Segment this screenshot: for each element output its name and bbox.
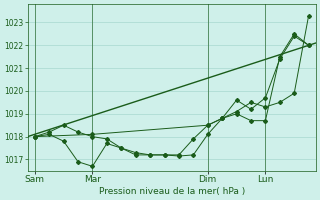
X-axis label: Pression niveau de la mer( hPa ): Pression niveau de la mer( hPa ) <box>99 187 245 196</box>
